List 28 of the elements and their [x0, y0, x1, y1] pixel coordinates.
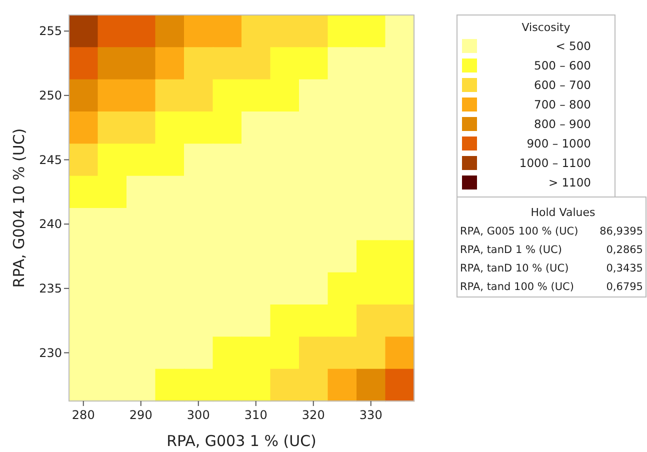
color-bar-label: 900 – 1000: [526, 136, 591, 150]
text: Hold Values: [530, 206, 596, 219]
y-tick-label: 245: [39, 152, 62, 167]
y-tick-label: 250: [39, 88, 62, 102]
y-tick-label: 240: [39, 217, 62, 232]
y-tick-label: 235: [39, 281, 62, 296]
color-bar-label: 1000 – 1100: [519, 156, 591, 170]
color-bar-label: 600 – 700: [534, 78, 591, 92]
y-tick-label: 255: [39, 24, 62, 38]
text: RPA, tanD 10 % (UC) 0,3435: [460, 262, 643, 274]
x-tick-label: 300: [186, 408, 210, 422]
x-tick-label: 290: [129, 408, 152, 422]
legend-title: Viscosity: [522, 21, 571, 34]
text: RPA, tanD 1 % (UC) 0,2865: [460, 244, 643, 256]
x-axis-title: RPA, G003 1 % (UC): [166, 432, 316, 450]
y-tick-label: 230: [39, 346, 62, 360]
y-axis-title: RPA, G004 10 % (UC): [10, 128, 28, 288]
x-tick-label: 280: [72, 408, 95, 422]
x-tick-label: 330: [359, 408, 382, 422]
text: RPA, tand 100 % (UC) 0,6795: [460, 281, 643, 293]
color-bar-label: < 500: [556, 39, 591, 53]
x-tick-label: 320: [302, 408, 325, 422]
x-tick-label: 310: [244, 408, 268, 422]
color-bar-label: > 1100: [548, 176, 591, 190]
color-bar-label: 800 – 900: [534, 117, 591, 131]
color-bar-label: 700 – 800: [534, 98, 591, 112]
color-bar-label: 500 – 600: [534, 58, 591, 72]
text: RPA, G005 100 % (UC) 86,9395: [460, 226, 643, 238]
